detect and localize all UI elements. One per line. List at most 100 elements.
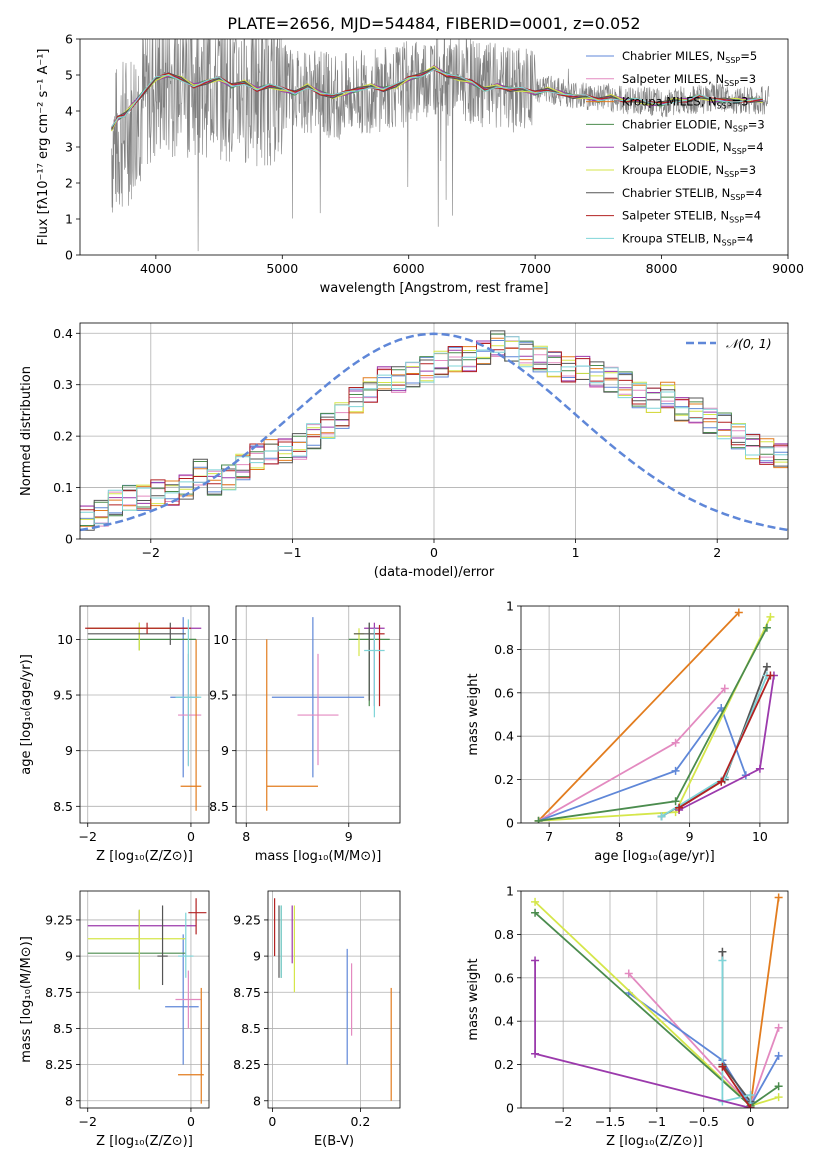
legend-count: =4: [747, 140, 764, 154]
y-tick-label: 8: [65, 1093, 73, 1108]
legend-subscript: SSP: [724, 170, 739, 179]
y-tick-label: 4: [65, 104, 73, 119]
panel-age-vs-mass: 8 9 8.5 9 9.5 10 mass [log₁₀(M/M⊙)]: [209, 605, 401, 864]
weight-marker-6: [746, 1090, 755, 1099]
x-tick-label: 7: [545, 829, 553, 844]
weight-marker-1: [720, 684, 729, 693]
legend-label-normal: 𝒩(0, 1): [726, 336, 772, 351]
y-tick-label: 8.5: [241, 1021, 261, 1036]
legend-label-8: Kroupa STELIB, NSSP=4: [622, 231, 753, 247]
x-tick-label: −1.5: [595, 1114, 625, 1129]
y-tick-label: 0: [506, 816, 514, 831]
y-tick-label: 9.25: [45, 912, 73, 927]
y-tick-label: 0.6: [494, 970, 514, 985]
x-tick-label: 0.2: [350, 1114, 370, 1129]
axes-frame: [235, 605, 401, 824]
y-axis-label: age [log₁₀(age/yr)]: [19, 654, 34, 775]
weight-marker-4: [534, 816, 543, 823]
x-tick-label: 8: [615, 829, 623, 844]
x-tick-label: −2: [79, 829, 97, 844]
y-tick-label: 8.75: [45, 985, 73, 1000]
plot-area-residuals: [80, 323, 788, 539]
y-tick-label: 0.2: [494, 1057, 514, 1072]
plot-area-mass-weight-vs-z: [521, 891, 788, 1108]
y-tick-label: 0.1: [53, 480, 73, 495]
x-tick-label: 8: [242, 829, 250, 844]
y-tick-label: 0.4: [494, 1014, 514, 1029]
legend-subscript: SSP: [729, 216, 744, 225]
weight-marker-6: [718, 956, 727, 965]
legend-label-4: Salpeter ELODIE, NSSP=4: [622, 140, 764, 156]
panel-mass-vs-ebv: 0 0.2 8 8.25 8.5 8.75 9 9.25 E(B-V): [233, 890, 401, 1149]
y-tick-label: 3: [65, 140, 73, 155]
legend-label-0: Chabrier MILES, NSSP=5: [622, 49, 757, 65]
x-tick-label: 9: [345, 829, 353, 844]
y-axis-label: mass weight: [466, 958, 481, 1040]
y-axis-label: mass weight: [466, 673, 481, 755]
weight-marker-4: [671, 797, 680, 806]
x-tick-label: 10: [752, 829, 768, 844]
x-tick-label: −2: [554, 1114, 572, 1129]
weight-marker-7: [531, 1049, 540, 1058]
y-tick-label: 0.8: [494, 642, 514, 657]
y-axis-label: mass [log₁₀(M/M⊙)]: [19, 936, 34, 1063]
panel-mass-weight-vs-z: −2 −1.5 −1 −0.5 0 0 0.2 0.4 0.6 0.8 1 Z [log₁₀(Z/Z⊙…: [466, 884, 789, 1149]
y-tick-label: 0.6: [494, 685, 514, 700]
weight-marker-7: [531, 956, 540, 965]
weight-line-0: [749, 897, 780, 1106]
y-tick-label: 9.5: [209, 688, 229, 703]
legend-subscript: SSP: [724, 79, 739, 88]
y-tick-label: 0: [65, 248, 73, 263]
x-axis-label: wavelength [Angstrom, rest frame]: [320, 281, 549, 296]
x-tick-label: −1: [648, 1114, 666, 1129]
weight-marker-0: [734, 608, 743, 617]
y-tick-label: 0.8: [494, 927, 514, 942]
legend-count: =5: [740, 49, 757, 63]
y-axis-label: Normed distribution: [19, 366, 34, 496]
legend-subscript: SSP: [722, 238, 737, 247]
y-tick-label: 10: [213, 632, 229, 647]
weight-marker-8: [717, 777, 726, 786]
y-tick-label: 9: [221, 743, 229, 758]
y-tick-label: 1: [506, 599, 514, 614]
x-tick-label: 1: [572, 545, 580, 560]
axes-frame: [520, 890, 789, 1109]
weight-marker-8: [746, 1104, 755, 1108]
x-axis-label: Z [log₁₀(Z/Z⊙)]: [606, 1134, 703, 1149]
y-axis-label: Flux [fλ10⁻¹⁷ erg cm⁻² s⁻¹ A⁻¹]: [36, 49, 51, 246]
panel-age-vs-z: −2 0 8.5 9 9.5 10 Z [log₁₀(Z/Z⊙)] age [log₁₀(ag…: [19, 605, 210, 864]
x-tick-label: −2: [142, 545, 160, 560]
weight-line-7: [534, 960, 751, 1108]
weight-marker-8: [675, 803, 684, 812]
histogram-8: [80, 336, 788, 525]
x-axis-label: age [log₁₀(age/yr)]: [594, 849, 715, 864]
data-spectrum-line: [111, 39, 770, 252]
axes-frame: [79, 322, 789, 540]
x-tick-label: 5000: [266, 261, 298, 276]
model-line-7: [111, 69, 763, 128]
legend-subscript: SSP: [717, 102, 732, 111]
plot-area-age-vs-z: [80, 606, 209, 823]
legend-label-1: Salpeter MILES, NSSP=3: [622, 72, 756, 88]
weight-marker-1: [671, 738, 680, 747]
x-tick-label: 4000: [140, 261, 172, 276]
legend-label-5: Kroupa ELODIE, NSSP=3: [622, 163, 756, 179]
x-tick-label: −0.5: [689, 1114, 719, 1129]
weight-marker-5: [762, 662, 771, 671]
weight-marker-3: [766, 612, 775, 621]
legend-subscript: SSP: [733, 124, 748, 133]
weight-line-2: [538, 706, 747, 822]
legend-count: =4: [744, 209, 761, 223]
y-tick-label: 8.25: [233, 1057, 261, 1072]
weight-line-0: [537, 611, 740, 822]
panel-mass-vs-z: −2 0 8 8.25 8.5 8.75 9 9.25 Z [log₁₀(Z/Z⊙)] mass …: [19, 890, 210, 1149]
y-tick-label: 8.5: [209, 799, 229, 814]
legend-subscript: SSP: [730, 193, 745, 202]
y-tick-label: 0.4: [53, 326, 73, 341]
x-tick-label: 2: [713, 545, 721, 560]
x-tick-label: 9000: [772, 261, 804, 276]
y-tick-label: 8.5: [53, 1021, 73, 1036]
weight-marker-6: [657, 812, 666, 821]
x-tick-label: 0: [187, 1114, 195, 1129]
